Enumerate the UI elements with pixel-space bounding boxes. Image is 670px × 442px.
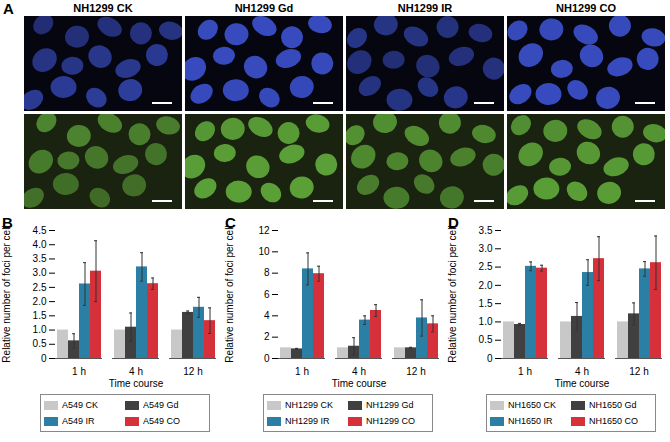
svg-text:1 h: 1 h [72,366,86,377]
svg-text:Time course: Time course [109,378,164,389]
html-text:A549 CO: A549 CO [143,416,180,426]
svg-text:12 h: 12 h [183,366,202,377]
svg-text:12 h: 12 h [629,366,648,377]
html-text:A549 CK: A549 CK [62,400,98,410]
html-text:NH1650 CO: NH1650 CO [589,416,638,426]
svg-text:1 h: 1 h [295,366,309,377]
svg-text:4 h: 4 h [129,366,143,377]
svg-text:0: 0 [487,353,493,364]
html-text:NH1299 CK: NH1299 CK [73,2,133,14]
html-text:Relative number of foci per ce: Relative number of foci per cell [224,225,235,363]
html-text:NH1299 CO: NH1299 CO [366,416,415,426]
svg-text:4.5: 4.5 [33,225,47,236]
html-text:NH1299 CO: NH1299 CO [556,2,616,14]
html-text:NH1299 CK: NH1299 CK [285,400,333,410]
svg-text:10: 10 [258,246,270,257]
svg-text:3.5: 3.5 [479,225,493,236]
html-text:Relative number of foci per ce: Relative number of foci per cell [1,225,12,363]
html-text:Relative number of foci per ce: Relative number of foci per cell [447,225,458,363]
svg-text:2.0: 2.0 [479,280,493,291]
svg-text:4 h: 4 h [352,366,366,377]
svg-text:1.0: 1.0 [33,324,47,335]
html-text:NH1650 IR: NH1650 IR [508,416,553,426]
svg-text:12 h: 12 h [406,366,425,377]
svg-text:3.0: 3.0 [479,243,493,254]
svg-text:8: 8 [264,267,270,278]
svg-text:2: 2 [264,331,270,342]
html-text:NH1299 IR: NH1299 IR [397,2,453,14]
svg-text:6: 6 [264,289,270,300]
html-text:NH1299 IR: NH1299 IR [285,416,330,426]
svg-text:2.0: 2.0 [33,296,47,307]
svg-text:1.0: 1.0 [479,316,493,327]
svg-text:1 h: 1 h [518,366,532,377]
svg-text:4.0: 4.0 [33,239,47,250]
svg-text:3.5: 3.5 [33,253,47,264]
html-text:NH1650 Gd: NH1650 Gd [589,400,637,410]
html-text:A549 IR: A549 IR [62,416,95,426]
svg-text:2.5: 2.5 [33,282,47,293]
svg-text:Time course: Time course [555,378,610,389]
svg-text:2.5: 2.5 [479,261,493,272]
svg-text:0: 0 [264,353,270,364]
svg-text:0.5: 0.5 [33,338,47,349]
html-text:NH1299 Gd: NH1299 Gd [234,2,294,14]
html-text:A: A [3,0,14,17]
html-text:D: D [448,214,459,231]
svg-text:3.0: 3.0 [33,267,47,278]
svg-text:0.5: 0.5 [479,334,493,345]
svg-text:Time course: Time course [332,378,387,389]
html-text:B: B [2,214,13,231]
html-text:NH1650 CK: NH1650 CK [508,400,556,410]
html-text:NH1299 Gd: NH1299 Gd [366,400,414,410]
svg-text:1.5: 1.5 [33,310,47,321]
svg-text:4 h: 4 h [575,366,589,377]
html-text:A549 Gd: A549 Gd [143,400,179,410]
svg-text:1.5: 1.5 [479,298,493,309]
svg-text:12: 12 [258,225,270,236]
svg-text:0: 0 [41,353,47,364]
svg-text:4: 4 [264,310,270,321]
html-text:C: C [225,214,236,231]
